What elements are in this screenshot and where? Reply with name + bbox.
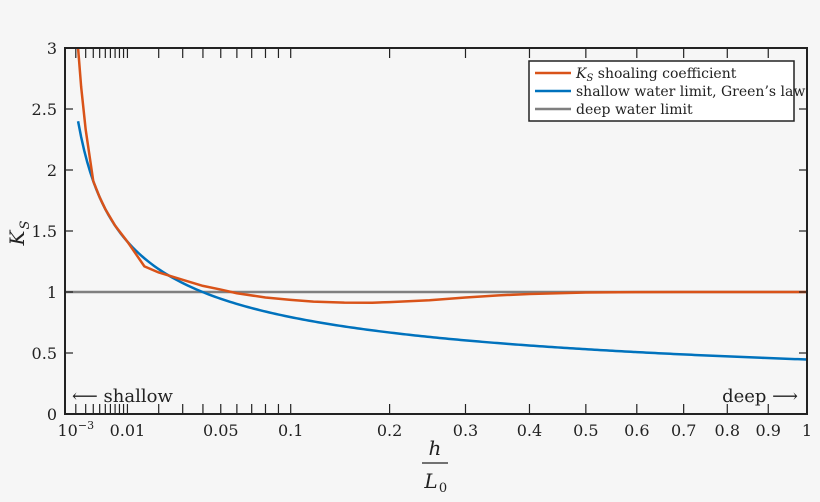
- x-axis-label-denominator: L: [423, 469, 437, 493]
- y-tick-label-1: 0.5: [32, 344, 57, 363]
- annotation-deep: deep ⟶: [722, 386, 798, 407]
- y-axis-label-sub: S: [18, 220, 33, 229]
- series-shoaling-coefficient: [76, 47, 807, 304]
- x-tick-label-base-1: 0.01: [110, 421, 146, 440]
- x-tick-label-10: 0.8: [715, 421, 740, 440]
- axis-layer: 10−3 0.01 0.05 0.1 0.2 0.3 0.4 0.5 0.6 0.7 0.8 0.9 1…: [32, 39, 813, 440]
- x-axis-label: h L 0: [422, 436, 448, 496]
- x-tick-label-base-5: 0.3: [453, 421, 478, 440]
- y-tick-label-3: 1.5: [32, 222, 57, 241]
- x-tick-label-base-9: 0.7: [671, 421, 696, 440]
- legend-box: [528, 60, 795, 122]
- series-layer: [65, 47, 808, 361]
- annotation-shallow: ⟵ shallow: [72, 386, 173, 407]
- y-tick-label-0: 0: [47, 405, 57, 424]
- y-tick-label-2: 1: [47, 283, 57, 302]
- x-tick-label-4: 0.2: [377, 421, 402, 440]
- x-tick-label-sup-0: −3: [78, 419, 94, 432]
- y-tick-label-5: 2.5: [32, 100, 57, 119]
- x-axis-label-denominator-sub: 0: [439, 481, 447, 496]
- x-tick-label-base-6: 0.4: [517, 421, 542, 440]
- x-tick-label-base-7: 0.5: [573, 421, 598, 440]
- y-tick-label-4: 2: [47, 161, 57, 180]
- x-tick-label-base-10: 0.8: [715, 421, 740, 440]
- x-tick-label-base-12: 1: [802, 421, 812, 440]
- x-tick-label-8: 0.6: [624, 421, 649, 440]
- x-tick-label-base-8: 0.6: [624, 421, 649, 440]
- x-tick-label-7: 0.5: [573, 421, 598, 440]
- x-tick-label-base-4: 0.2: [377, 421, 402, 440]
- x-tick-label-5: 0.3: [453, 421, 478, 440]
- legend-shoaling-rest: shoaling coefficient: [593, 66, 736, 82]
- legend-shoaling-k: K: [575, 66, 588, 82]
- legend-label-green: shallow water limit, Green’s law: [576, 84, 805, 100]
- legend-label-shoaling: KS shoaling coefficient: [575, 66, 737, 84]
- legend-label-deep: deep water limit: [576, 102, 693, 118]
- x-tick-label-6: 0.4: [517, 421, 542, 440]
- x-tick-label-0: 10−3: [58, 419, 95, 440]
- x-tick-label-base-3: 0.1: [278, 421, 303, 440]
- legend: KS shoaling coefficient shallow water li…: [528, 60, 805, 122]
- x-tick-label-base-0: 10: [58, 421, 78, 440]
- x-tick-label-base-11: 0.9: [756, 421, 781, 440]
- y-tick-label-6: 3: [47, 39, 57, 58]
- x-tick-label-2: 0.05: [203, 421, 239, 440]
- y-axis-label-main: K: [5, 229, 29, 246]
- series-greens-law: [76, 121, 808, 361]
- x-tick-label-12: 1: [802, 421, 812, 440]
- x-tick-label-3: 0.1: [278, 421, 303, 440]
- y-axis-label: K S: [5, 220, 33, 246]
- x-tick-label-base-2: 0.05: [203, 421, 239, 440]
- x-axis-label-numerator: h: [429, 436, 442, 460]
- x-tick-label-11: 0.9: [756, 421, 781, 440]
- x-tick-label-9: 0.7: [671, 421, 696, 440]
- legend-shoaling-sub: S: [586, 73, 593, 84]
- x-tick-label-1: 0.01: [110, 421, 146, 440]
